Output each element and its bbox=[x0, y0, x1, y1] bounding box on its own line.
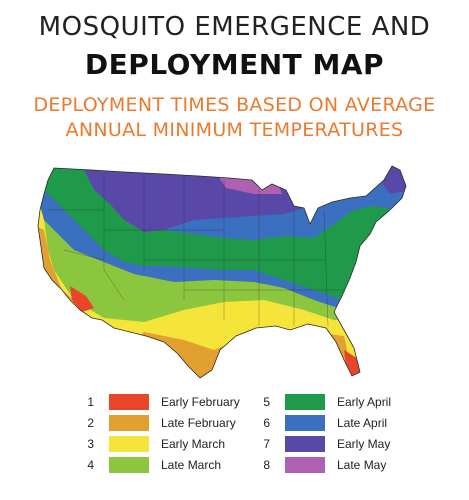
legend-item-5: 5 Early April bbox=[256, 393, 391, 411]
legend: 1 Early February 2 Late February 3 Early Marc… bbox=[0, 390, 469, 495]
us-outline bbox=[37, 165, 407, 379]
legend-item-2: 2 Late February bbox=[80, 414, 236, 432]
legend-number: 3 bbox=[87, 437, 94, 451]
legend-item-7: 7 Early May bbox=[256, 435, 390, 453]
zone-earlyfeb-socal-fill bbox=[70, 286, 94, 312]
map-title-line2: DEPLOYMENT MAP bbox=[84, 48, 385, 81]
legend-swatch bbox=[285, 457, 325, 473]
legend-number: 6 bbox=[263, 416, 270, 430]
legend-swatch bbox=[109, 394, 149, 410]
legend-item-3: 3 Early March bbox=[80, 435, 225, 453]
legend-number: 5 bbox=[263, 395, 270, 409]
legend-item-6: 6 Late April bbox=[256, 414, 387, 432]
map-title-line1: MOSQUITO EMERGENCE AND bbox=[38, 12, 431, 42]
legend-item-8: 8 Late May bbox=[256, 456, 386, 474]
legend-swatch bbox=[285, 415, 325, 431]
map-subtitle-line1: DEPLOYMENT TIMES BASED ON AVERAGE bbox=[33, 94, 436, 116]
legend-label: Late April bbox=[337, 416, 388, 430]
legend-label: Late February bbox=[161, 416, 236, 430]
legend-number: 4 bbox=[87, 458, 94, 472]
legend-label: Late May bbox=[337, 458, 387, 472]
legend-swatch bbox=[285, 394, 325, 410]
legend-label: Early February bbox=[161, 395, 240, 409]
zone-earlyapril-fill bbox=[38, 166, 406, 300]
legend-number: 8 bbox=[263, 458, 270, 472]
legend-label: Early March bbox=[161, 437, 226, 451]
legend-item-1: 1 Early February bbox=[80, 393, 240, 411]
legend-swatch bbox=[285, 436, 325, 452]
legend-label: Late March bbox=[161, 458, 222, 472]
legend-label: Early April bbox=[337, 395, 392, 409]
legend-item-4: 4 Late March bbox=[80, 456, 221, 474]
legend-number: 2 bbox=[87, 416, 94, 430]
legend-label: Early May bbox=[337, 437, 391, 451]
state-borders bbox=[48, 172, 344, 327]
map-subtitle-line2: ANNUAL MINIMUM TEMPERATURES bbox=[65, 119, 404, 141]
legend-swatch bbox=[109, 415, 149, 431]
legend-number: 1 bbox=[87, 395, 94, 409]
us-zone-map bbox=[37, 165, 407, 379]
legend-swatch bbox=[109, 457, 149, 473]
legend-swatch bbox=[109, 436, 149, 452]
legend-number: 7 bbox=[263, 437, 270, 451]
